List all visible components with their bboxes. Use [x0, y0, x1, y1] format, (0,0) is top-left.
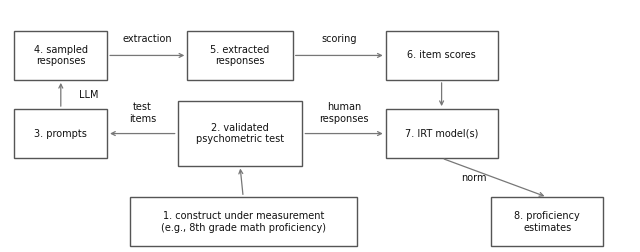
Text: 8. proficiency
estimates: 8. proficiency estimates	[515, 211, 580, 233]
FancyBboxPatch shape	[130, 197, 357, 246]
Text: 2. validated
psychometric test: 2. validated psychometric test	[196, 123, 284, 144]
FancyBboxPatch shape	[385, 31, 497, 80]
Text: 1. construct under measurement
(e.g., 8th grade math proficiency): 1. construct under measurement (e.g., 8t…	[161, 211, 326, 233]
FancyBboxPatch shape	[187, 31, 293, 80]
FancyBboxPatch shape	[385, 109, 497, 158]
Text: LLM: LLM	[79, 89, 98, 100]
FancyBboxPatch shape	[177, 102, 302, 166]
FancyBboxPatch shape	[492, 197, 603, 246]
Text: test
items: test items	[129, 102, 156, 124]
Text: scoring: scoring	[321, 34, 357, 44]
Text: human
responses: human responses	[319, 102, 369, 124]
Text: 3. prompts: 3. prompts	[35, 129, 87, 139]
Text: 7. IRT model(s): 7. IRT model(s)	[405, 129, 478, 139]
Text: 6. item scores: 6. item scores	[407, 50, 476, 60]
Text: norm: norm	[461, 173, 486, 183]
FancyBboxPatch shape	[15, 109, 107, 158]
Text: 5. extracted
responses: 5. extracted responses	[211, 45, 269, 66]
FancyBboxPatch shape	[15, 31, 107, 80]
Text: extraction: extraction	[122, 34, 172, 44]
Text: 4. sampled
responses: 4. sampled responses	[34, 45, 88, 66]
